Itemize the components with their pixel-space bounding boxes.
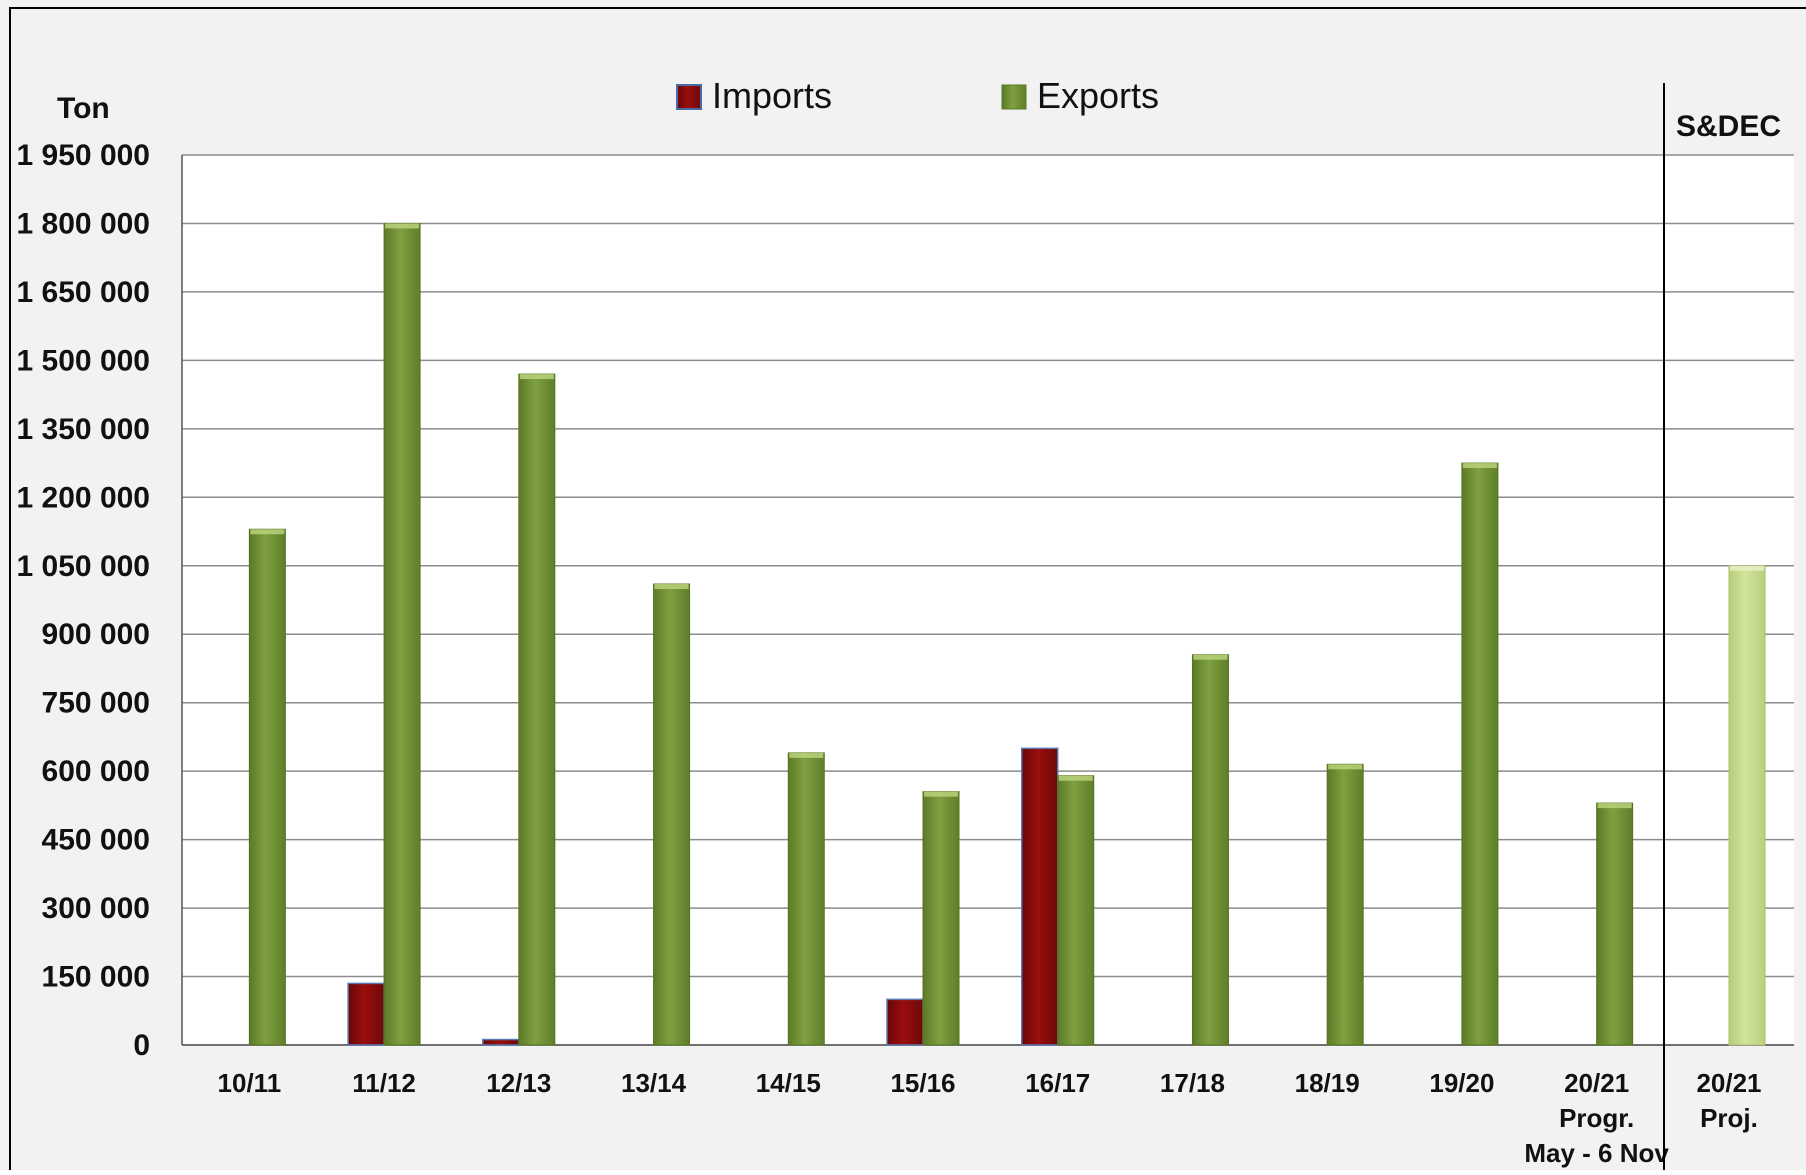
bar-exports: [1057, 775, 1095, 1046]
y-tick-label: 0: [133, 1029, 150, 1062]
bar-cap: [789, 752, 824, 758]
x-tick-label: 15/16: [890, 1068, 955, 1098]
y-tick-label: 600 000: [42, 755, 150, 788]
x-tick-label: 16/17: [1025, 1068, 1090, 1098]
x-tick-label: 14/15: [756, 1068, 821, 1098]
bar-exports: [248, 528, 286, 1046]
axis-labels: 0 150 000 300 000 450 000 600 000 750 000 900 …: [17, 139, 1762, 1168]
x-tick-label: 19/20: [1429, 1068, 1494, 1098]
x-tick-label: Proj.: [1700, 1103, 1758, 1133]
bar-exports: [1461, 462, 1499, 1046]
bar-exports: [1326, 763, 1364, 1046]
bar-cap: [1328, 764, 1363, 770]
x-tick-label: May - 6 Nov: [1524, 1138, 1669, 1168]
legend-imports-swatch: [676, 84, 702, 110]
chart-frame: [9, 7, 1806, 1175]
bar-cap: [385, 223, 420, 229]
legend-exports-label: Exports: [1037, 75, 1159, 116]
bar-exports: [518, 373, 556, 1046]
y-tick-label: 1 050 000: [17, 550, 150, 583]
bar-exports: [787, 752, 825, 1046]
x-tick-label: 12/13: [486, 1068, 551, 1098]
section-label: S&DEC: [1676, 110, 1781, 143]
bar-cap: [654, 584, 689, 590]
bar-imports: [886, 998, 924, 1046]
legend-imports-label: Imports: [712, 75, 832, 116]
bar-imports: [347, 982, 385, 1046]
y-tick-label: 1 350 000: [17, 413, 150, 446]
bar-exports: [383, 222, 421, 1046]
y-tick-label: 1 500 000: [17, 344, 150, 377]
x-tick-label: 20/21: [1696, 1068, 1761, 1098]
bar-cap: [1462, 463, 1497, 469]
x-tick-label: 20/21: [1564, 1068, 1629, 1098]
y-tick-label: 300 000: [42, 892, 150, 925]
y-tick-label: 900 000: [42, 618, 150, 651]
plot-area: [182, 155, 1794, 1045]
bar-cap: [924, 791, 958, 797]
axes: [181, 155, 1794, 1046]
y-tick-label: 1 950 000: [17, 139, 150, 172]
y-tick-label: 1 800 000: [17, 207, 150, 240]
bar-cap: [250, 529, 285, 535]
y-axis-unit-label: Ton: [57, 92, 110, 125]
x-tick-label: 11/12: [352, 1068, 416, 1098]
bar-exports: [1191, 654, 1229, 1046]
x-tick-label: 18/19: [1295, 1068, 1360, 1098]
y-tick-label: 150 000: [42, 961, 150, 994]
bar-cap: [519, 374, 554, 380]
grid-lines: [182, 154, 1794, 1046]
legend-exports-swatch: [1001, 84, 1027, 110]
bar-cap: [1058, 775, 1093, 781]
bar-exports: [1596, 802, 1634, 1046]
bars: [248, 222, 1766, 1046]
bar-cap: [1597, 803, 1632, 809]
y-tick-label: 1 650 000: [17, 276, 150, 309]
x-tick-label: Progr.: [1559, 1103, 1634, 1133]
x-tick-label: 13/14: [621, 1068, 687, 1098]
y-tick-label: 450 000: [42, 824, 150, 857]
x-tick-label: 17/18: [1160, 1068, 1225, 1098]
bar-cap: [1730, 565, 1764, 571]
bar-imports: [1020, 747, 1059, 1046]
bar-imports: [482, 1038, 520, 1046]
bar-cap: [1193, 654, 1228, 660]
x-tick-label: 10/11: [218, 1068, 282, 1098]
legend: Imports Exports: [676, 75, 1159, 116]
bar-exports-projection: [1728, 565, 1766, 1046]
bar-exports: [653, 583, 691, 1046]
bar-exports: [922, 791, 960, 1046]
y-tick-label: 1 200 000: [17, 481, 150, 514]
y-tick-label: 750 000: [42, 687, 150, 720]
